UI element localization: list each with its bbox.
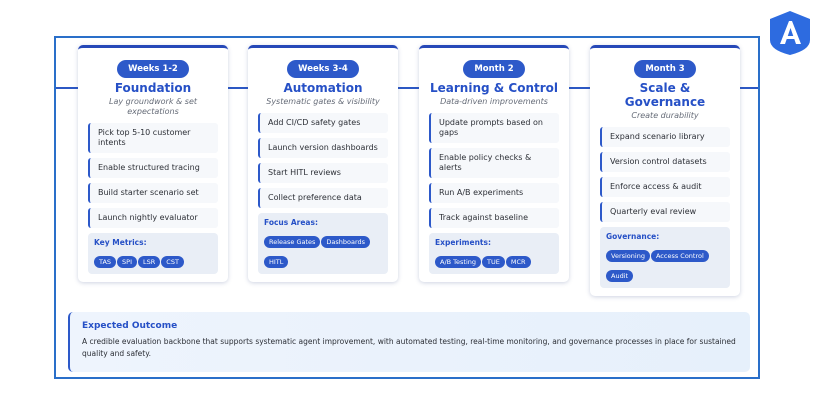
task-item: Version control datasets [600, 152, 730, 172]
phase-subtitle: Data-driven improvements [440, 97, 548, 106]
phase-badge: Weeks 1-2 [117, 60, 189, 78]
tag: Audit [606, 270, 634, 282]
task-item: Add CI/CD safety gates [258, 113, 388, 133]
phase-subtitle: Lay groundwork & set expectations [108, 97, 198, 116]
tag: MCR [505, 256, 531, 268]
phase-card: Month 3 Scale & Governance Create durabi… [590, 45, 740, 296]
phase-subtitle: Systematic gates & visibility [266, 97, 380, 106]
tag: Access Control [650, 250, 709, 262]
focus-label: Focus Areas: [264, 218, 318, 227]
phase-badge: Month 2 [463, 60, 525, 78]
tag: SPI [117, 256, 138, 268]
focus-box: Key Metrics: TAS SPI LSR CST [88, 233, 218, 274]
phase-badge: Weeks 3-4 [287, 60, 359, 78]
task-item: Start HITL reviews [258, 163, 388, 183]
phase-title: Automation [258, 81, 388, 95]
focus-label: Experiments: [435, 238, 491, 247]
task-item: Pick top 5-10 customer intents [88, 123, 218, 153]
tag: A/B Testing [435, 256, 482, 268]
timeline-connector [56, 87, 758, 89]
brand-logo-icon [770, 11, 810, 55]
task-item: Run A/B experiments [429, 183, 559, 203]
task-item: Update prompts based on gaps [429, 113, 559, 143]
tag: LSR [138, 256, 161, 268]
task-item: Enforce access & audit [600, 177, 730, 197]
phase-badge: Month 3 [634, 60, 696, 78]
expected-outcome-box: Expected Outcome A credible evaluation b… [68, 312, 750, 372]
phase-card: Weeks 3-4 Automation Systematic gates & … [248, 45, 398, 282]
roadmap-frame: Weeks 1-2 Foundation Lay groundwork & se… [54, 36, 760, 379]
tag: TAS [94, 256, 117, 268]
phase-title: Scale & Governance [600, 81, 730, 109]
tag: Release Gates [264, 236, 321, 248]
task-item: Launch version dashboards [258, 138, 388, 158]
phase-title: Learning & Control [429, 81, 559, 95]
task-item: Launch nightly evaluator [88, 208, 218, 228]
tag: Dashboards [321, 236, 371, 248]
focus-box: Experiments: A/B Testing TUE MCR [429, 233, 559, 274]
task-item: Collect preference data [258, 188, 388, 208]
tag: TUE [482, 256, 505, 268]
focus-label: Governance: [606, 232, 660, 241]
focus-box: Governance: Versioning Access Control Audit [600, 227, 730, 288]
task-item: Expand scenario library [600, 127, 730, 147]
phase-title: Foundation [88, 81, 218, 95]
task-item: Track against baseline [429, 208, 559, 228]
task-item: Build starter scenario set [88, 183, 218, 203]
focus-label: Key Metrics: [94, 238, 147, 247]
focus-box: Focus Areas: Release Gates Dashboards HITL [258, 213, 388, 274]
phase-subtitle: Create durability [631, 111, 699, 120]
phase-card: Month 2 Learning & Control Data-driven i… [419, 45, 569, 282]
tag: HITL [264, 256, 289, 268]
phase-card: Weeks 1-2 Foundation Lay groundwork & se… [78, 45, 228, 282]
tag: CST [161, 256, 184, 268]
outcome-text: A credible evaluation backbone that supp… [82, 337, 736, 358]
task-item: Enable policy checks & alerts [429, 148, 559, 178]
task-item: Enable structured tracing [88, 158, 218, 178]
outcome-title: Expected Outcome [82, 321, 178, 331]
tag: Versioning [606, 250, 650, 262]
task-item: Quarterly eval review [600, 202, 730, 222]
